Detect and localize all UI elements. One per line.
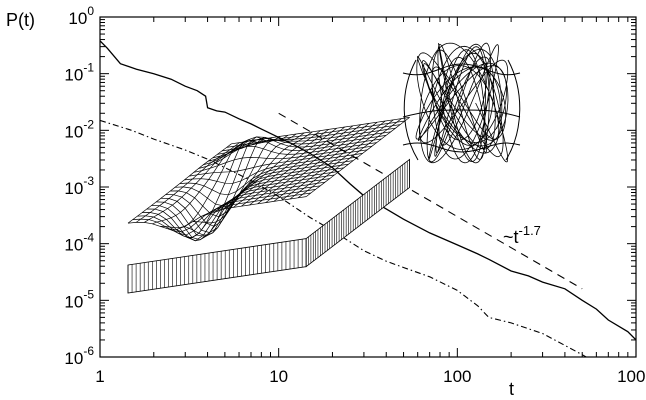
surface-mesh-line (224, 129, 329, 210)
surface-mesh-line (135, 142, 240, 223)
surface-mesh-line (168, 137, 273, 238)
y-tick-label: 10-1 (64, 61, 94, 85)
surface-mesh-line (257, 124, 362, 205)
surface-mesh (127, 117, 410, 242)
surface-mesh-line (152, 139, 256, 225)
series-line-dashed (278, 112, 583, 290)
x-axis-label: t (509, 379, 514, 399)
x-tick-label: 1000 (617, 367, 646, 386)
series-layer (100, 40, 636, 357)
x-tick-label: 100 (443, 367, 471, 386)
trajectory-plot-inset (402, 42, 521, 164)
surface-mesh-line (289, 119, 394, 200)
y-tick-label: 10-2 (64, 117, 94, 141)
surface-mesh-line (184, 134, 289, 236)
surface-mesh-line (160, 138, 264, 229)
y-tick-label: 10-3 (64, 174, 94, 198)
surface-plot-inset (127, 117, 411, 294)
y-axis-label: P(t) (6, 10, 35, 30)
boundary-curve (402, 142, 521, 153)
boundary-curve (505, 59, 521, 161)
y-tick-label: 100 (68, 4, 94, 28)
surface-mesh-line (216, 130, 321, 211)
surface-mesh-line (176, 136, 281, 242)
surface-mesh-line (233, 127, 337, 208)
annotation-exponent: -1.7 (519, 223, 541, 238)
x-tick-label: 1 (95, 367, 104, 386)
axes-layer: 1 10 100 1000 100 10-1 10-2 10-3 10-4 10-5 10-6 (64, 4, 646, 386)
surface-mesh-line (127, 143, 232, 224)
boundary-curve (403, 59, 419, 161)
y-tick-label: 10-5 (64, 287, 94, 311)
surface-mesh-line (249, 125, 354, 206)
boundary-curve (402, 63, 521, 76)
power-law-annotation: ~t-1.7 (503, 223, 541, 247)
surface-mesh-line (265, 123, 370, 203)
surface-mesh-line (144, 141, 248, 223)
y-tick-label: 10-6 (64, 344, 94, 368)
surface-mesh-line (208, 131, 313, 214)
surface-mesh-line (273, 121, 378, 202)
boundary-curve (402, 109, 521, 118)
surface-mesh-line (241, 126, 346, 207)
surface-mesh-line (305, 117, 410, 197)
trajectory-path (415, 42, 509, 164)
surface-mesh-line (192, 133, 297, 224)
surface-mesh-line (200, 132, 305, 217)
y-tick-label: 10-4 (64, 231, 94, 255)
annotation-prefix: ~t (503, 227, 519, 247)
series-line-solid (100, 40, 636, 341)
surface-mesh-line (281, 120, 386, 201)
surface-mesh-line (184, 153, 363, 184)
x-tick-label: 10 (269, 367, 288, 386)
surface-wall (127, 158, 411, 294)
surface-mesh-line (297, 118, 402, 199)
